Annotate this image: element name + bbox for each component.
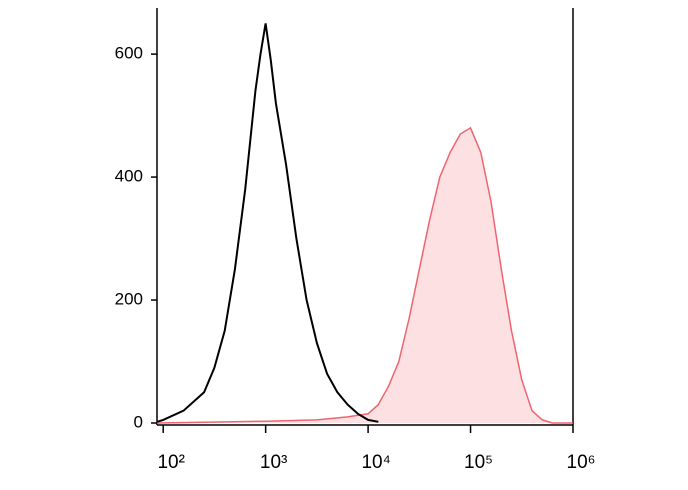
x-tick-label: 10³	[260, 452, 287, 473]
plot-frame	[156, 8, 574, 426]
y-tick-label: 200	[115, 290, 143, 309]
area	[157, 127, 573, 424]
y-tick-label: 600	[115, 44, 143, 63]
y-tick-label: 0	[134, 412, 143, 431]
line	[156, 126, 573, 424]
y-tick-label: 400	[115, 167, 143, 186]
x-tick-label: 10⁶	[567, 452, 596, 473]
x-tick-label: 10⁴	[361, 452, 390, 473]
x-tick-label: 10²	[157, 452, 184, 473]
x-tick-label: 10⁵	[464, 452, 493, 473]
line	[156, 23, 379, 423]
